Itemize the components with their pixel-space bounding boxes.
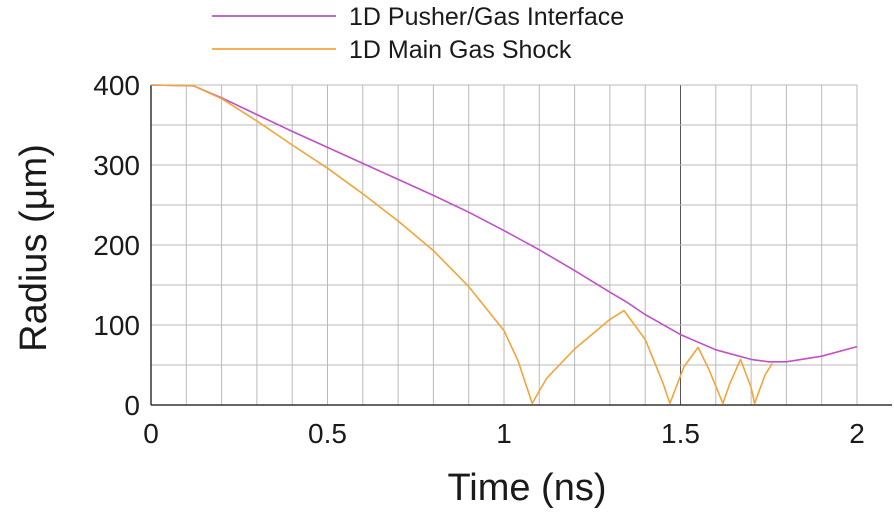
series-line-pusher-gas-interface: [150, 84, 858, 363]
tick-labels: 0 0.5 1 1.5 2 0 100 200 300 400: [93, 70, 865, 449]
series-lines: [150, 84, 858, 405]
x-tick-label: 0: [143, 418, 159, 449]
y-tick-label: 200: [93, 230, 140, 261]
x-axis-title: Time (ns): [447, 467, 606, 509]
legend: 1D Pusher/Gas Interface 1D Main Gas Shock: [212, 3, 624, 64]
axes: [150, 85, 892, 406]
series-line-main-gas-shock: [150, 84, 773, 405]
y-axis-title: Radius (µm): [13, 144, 55, 352]
y-tick-label: 300: [93, 150, 140, 181]
legend-label: 1D Pusher/Gas Interface: [349, 3, 624, 31]
x-tick-label: 0.5: [308, 418, 347, 449]
x-tick-label: 1.5: [661, 418, 700, 449]
y-tick-label: 100: [93, 310, 140, 341]
y-tick-label: 0: [124, 390, 140, 421]
x-tick-label: 1: [496, 418, 512, 449]
grid: [151, 84, 858, 405]
x-tick-label: 2: [849, 418, 865, 449]
legend-label: 1D Main Gas Shock: [349, 36, 572, 64]
y-tick-label: 400: [93, 70, 140, 101]
